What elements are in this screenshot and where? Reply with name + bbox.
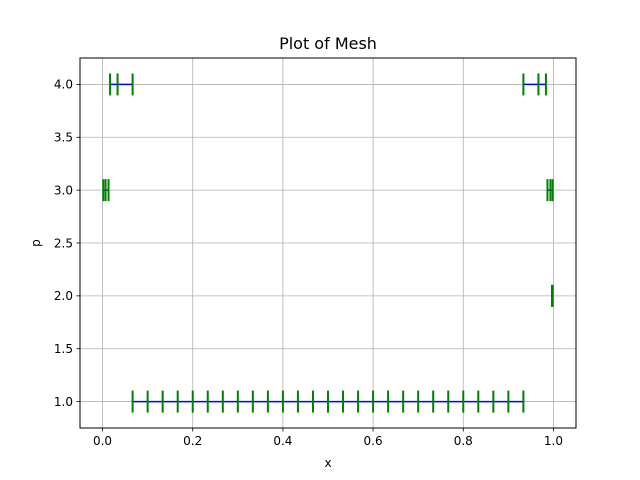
y-tick-label: 3.0	[54, 183, 73, 197]
y-tick-label: 1.0	[54, 395, 73, 409]
y-tick-label: 2.0	[54, 289, 73, 303]
mesh-series-p1	[131, 390, 525, 413]
chart-title: Plot of Mesh	[279, 34, 377, 53]
x-tick-label: 1.0	[544, 434, 563, 448]
x-tick-label: 0.6	[364, 434, 383, 448]
x-tick-label: 0.8	[454, 434, 473, 448]
x-tick-label: 0.0	[93, 434, 112, 448]
x-axis-label: x	[324, 456, 331, 470]
y-tick-label: 1.5	[54, 342, 73, 356]
mesh-series-p3	[102, 179, 110, 202]
y-axis-label: p	[29, 239, 43, 247]
x-tick-label: 0.2	[183, 434, 202, 448]
mesh-series	[102, 73, 554, 413]
axis-ticks: 0.0 0.2 0.4 0.6 0.8 1.0 1.0 1.5 2.0 2.5 3.0 3.5 4.0	[54, 78, 563, 448]
grid	[80, 58, 576, 428]
mesh-series-p3	[546, 179, 554, 202]
y-tick-label: 4.0	[54, 78, 73, 92]
mesh-series-p2	[550, 284, 554, 307]
mesh-series-p4	[109, 73, 134, 96]
mesh-series-p4	[522, 73, 547, 96]
x-tick-label: 0.4	[273, 434, 292, 448]
y-tick-label: 3.5	[54, 131, 73, 145]
y-tick-label: 2.5	[54, 236, 73, 250]
